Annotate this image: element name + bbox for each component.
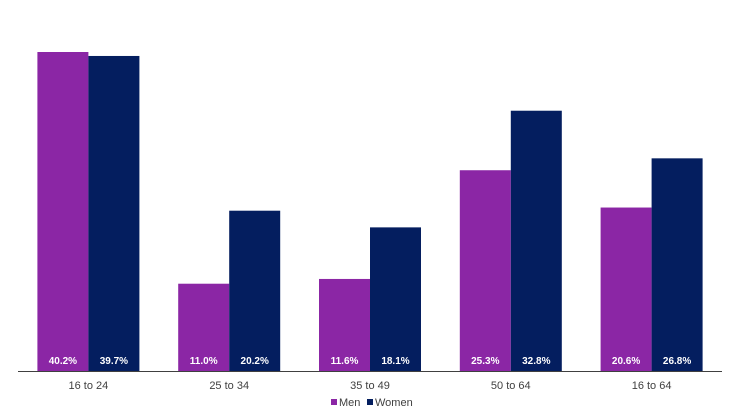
legend-swatch-men [331,399,337,405]
data-label-women-1: 20.2% [241,356,269,367]
bar-women-4 [651,158,703,371]
bar-men-3 [459,170,511,371]
data-label-men-1: 11.0% [190,356,218,367]
bar-men-0 [37,52,89,371]
x-tick-label-0: 16 to 24 [69,380,109,392]
data-label-women-2: 18.1% [381,356,409,367]
bar-men-1 [178,283,230,371]
data-label-men-2: 11.6% [331,356,359,367]
bar-men-2 [319,278,370,371]
legend-label-women: Women [375,397,413,409]
bar-women-1 [229,210,281,371]
data-label-men-0: 40.2% [49,356,77,367]
x-tick-label-1: 25 to 34 [209,380,249,392]
data-label-men-3: 25.3% [471,356,499,367]
data-label-women-4: 26.8% [663,356,691,367]
legend: Men Women [331,397,413,409]
bar-women-0 [88,55,140,372]
data-label-women-3: 32.8% [522,356,550,367]
legend-label-men: Men [339,397,360,409]
bars-group [37,52,703,372]
x-tick-label-2: 35 to 49 [350,380,390,392]
bar-women-2 [370,227,421,371]
legend-swatch-women [367,399,373,405]
bar-women-3 [510,110,562,372]
data-label-men-4: 20.6% [612,356,640,367]
x-tick-label-4: 16 to 64 [632,380,672,392]
x-tick-labels-group: 16 to 24 25 to 34 35 to 49 50 to 64 16 to 64 [69,380,672,392]
x-tick-label-3: 50 to 64 [491,380,531,392]
data-label-women-0: 39.7% [100,356,128,367]
data-labels-group: 40.2% 39.7% 11.0% 20.2% 11.6% 18.1% 25.3% 32.8%… [49,356,692,367]
bar-men-4 [600,207,652,371]
